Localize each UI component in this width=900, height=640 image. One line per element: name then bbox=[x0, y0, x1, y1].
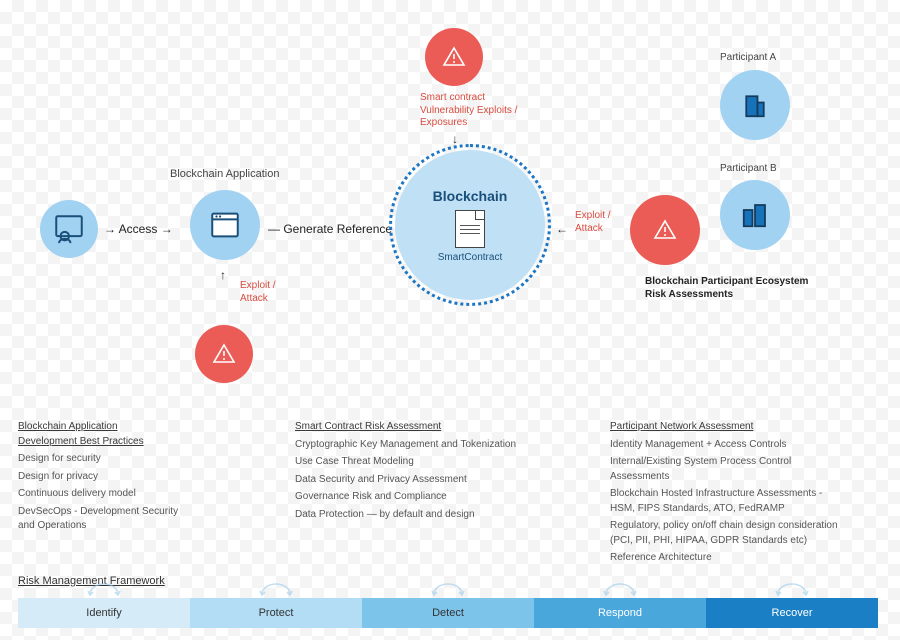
cycle-arrow-icon bbox=[428, 582, 468, 598]
threat-right-label: Exploit / Attack bbox=[575, 210, 611, 235]
section-item: Identity Management + Access Controls bbox=[610, 438, 890, 453]
section-item: Regulatory, policy on/off chain design c… bbox=[610, 519, 890, 548]
building-icon bbox=[740, 90, 770, 120]
section-item: DevSecOps - Development Security and Ope… bbox=[18, 505, 268, 534]
section-item: Governance Risk and Compliance bbox=[295, 490, 585, 505]
document-icon bbox=[455, 210, 485, 248]
section-item: Use Case Threat Modeling bbox=[295, 455, 585, 470]
window-icon bbox=[208, 208, 242, 242]
cycle-arrow-icon bbox=[84, 582, 124, 598]
rmf-stage-detect: Detect bbox=[362, 598, 534, 628]
warning-icon bbox=[212, 342, 236, 366]
section-item: Reference Architecture bbox=[610, 551, 890, 566]
threat-right-node bbox=[630, 195, 700, 265]
section-right: Participant Network Assessment Identity … bbox=[610, 420, 890, 569]
threat-left-node bbox=[195, 325, 253, 383]
section-left-items: Design for security Design for privacy Con… bbox=[18, 452, 268, 534]
buildings-icon bbox=[740, 200, 770, 230]
section-item: Design for privacy bbox=[18, 470, 268, 485]
rmf-stage-respond: Respond bbox=[534, 598, 706, 628]
ecosystem-label: Blockchain Participant Ecosystem Risk As… bbox=[645, 275, 808, 301]
section-item: Cryptographic Key Management and Tokeniz… bbox=[295, 438, 585, 453]
warning-icon bbox=[653, 218, 677, 242]
participant-a-node bbox=[720, 70, 790, 140]
user-node bbox=[40, 200, 98, 258]
section-item: Continuous delivery model bbox=[18, 487, 268, 502]
threat-left-label: Exploit / Attack bbox=[240, 280, 276, 305]
app-label: Blockchain Application bbox=[170, 168, 279, 180]
app-node bbox=[190, 190, 260, 260]
threat-top-node bbox=[425, 28, 483, 86]
warning-icon bbox=[442, 45, 466, 69]
threat-top-arrow: ↓ bbox=[452, 132, 458, 146]
section-left-title: Blockchain Application Development Best … bbox=[18, 420, 268, 449]
blockchain-hub: Blockchain SmartContract bbox=[395, 150, 545, 300]
section-item: Data Protection — by default and design bbox=[295, 508, 585, 523]
section-left: Blockchain Application Development Best … bbox=[18, 420, 268, 537]
section-mid-items: Cryptographic Key Management and Tokeniz… bbox=[295, 438, 585, 523]
user-terminal-icon bbox=[52, 212, 86, 246]
threat-right-arrow: ← bbox=[556, 222, 568, 236]
participant-b-node bbox=[720, 180, 790, 250]
section-mid-title: Smart Contract Risk Assessment bbox=[295, 420, 585, 435]
section-item: Data Security and Privacy Assessment bbox=[295, 473, 585, 488]
section-right-title: Participant Network Assessment bbox=[610, 420, 890, 435]
rmf-stage-identify: Identify bbox=[18, 598, 190, 628]
cycle-arrow-icon bbox=[772, 582, 812, 598]
threat-left-arrow: ↑ bbox=[220, 268, 226, 282]
section-item: Internal/Existing System Process Control… bbox=[610, 455, 890, 484]
rmf-bar: IdentifyProtectDetectRespondRecover bbox=[18, 598, 878, 628]
rmf-stage-protect: Protect bbox=[190, 598, 362, 628]
section-item: Design for security bbox=[18, 452, 268, 467]
rmf-stage-recover: Recover bbox=[706, 598, 878, 628]
diagram-stage: → Access → Blockchain Application — Gene… bbox=[0, 0, 900, 640]
access-arrow: → Access → bbox=[104, 222, 173, 236]
threat-top-label: Smart contract Vulnerability Exploits / … bbox=[420, 92, 517, 130]
section-right-items: Identity Management + Access Controls Int… bbox=[610, 438, 890, 566]
cycle-arrow-icon bbox=[256, 582, 296, 598]
participant-b-label: Participant B bbox=[720, 163, 777, 174]
section-item: Blockchain Hosted Infrastructure Assessm… bbox=[610, 487, 890, 516]
participant-a-label: Participant A bbox=[720, 52, 776, 63]
section-mid: Smart Contract Risk Assessment Cryptogra… bbox=[295, 420, 585, 525]
cycle-arrow-icon bbox=[600, 582, 640, 598]
